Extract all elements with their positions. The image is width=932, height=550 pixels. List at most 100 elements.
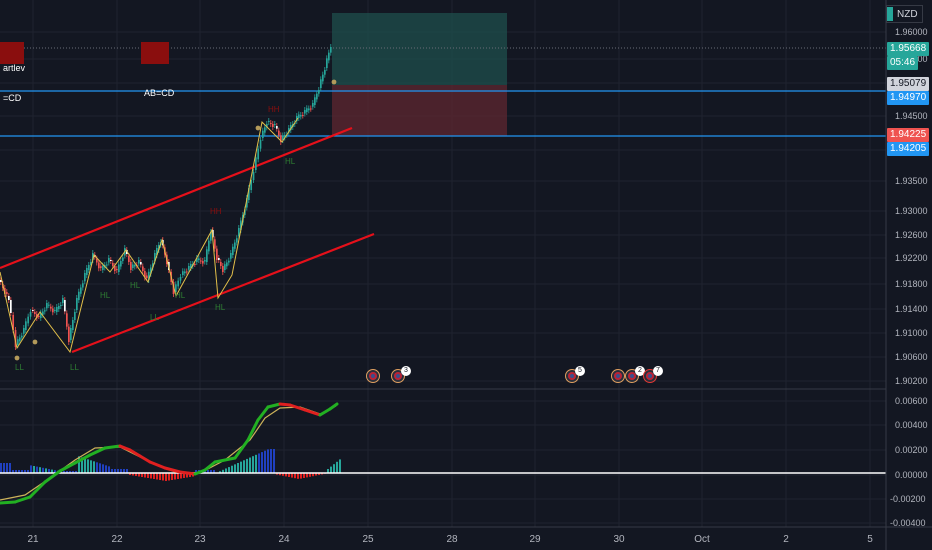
candle-body [296,116,298,121]
price-tick-label: 1.93000 [895,206,928,216]
candle-body [80,287,82,294]
pattern-tag-line2: AB=CD [144,88,175,98]
candle-body [246,198,248,208]
histogram-bar [138,473,140,477]
event-marker[interactable]: 2 [625,366,645,383]
histogram-bar [105,465,107,473]
pattern-tag-gartley[interactable]: artlev =CD [0,42,25,103]
candle-body [250,180,253,190]
histogram-bar [276,473,278,475]
candle-body [29,312,32,317]
candle-body [204,260,206,262]
histogram-bar [0,463,2,473]
event-marker[interactable] [611,369,625,383]
grid [0,0,886,527]
candle-body [324,70,326,75]
long-position-target-zone[interactable] [332,13,507,85]
histogram-bar [333,464,335,473]
macd-segment [138,454,152,464]
candle-body [150,267,152,274]
swing-label: LL [150,313,159,322]
histogram-bar [78,456,80,473]
event-marker[interactable]: 5 [565,366,585,383]
pivot-dot [32,339,38,345]
histogram-bar [291,473,293,478]
macd-segment [128,448,142,458]
event-marker[interactable]: 7 [643,366,663,383]
histogram-bar [108,466,110,473]
candle-body [314,97,316,105]
oscillator-tick-label: -0.00400 [890,518,926,528]
macd-segment [246,418,260,442]
histogram-bar [309,473,311,477]
macd-segment [303,408,322,417]
candle-body [122,257,124,261]
trend-channel[interactable] [0,126,375,354]
candle-body [270,123,272,124]
macd-segment [278,402,292,407]
event-marker[interactable]: 3 [391,366,411,383]
candle-body [276,126,278,129]
macd-signal-line [0,405,337,501]
time-axis[interactable]: 21 22 23 24 25 28 29 30 Oct 2 5 [27,534,873,545]
candle-body [282,135,284,140]
candle-body [288,128,290,133]
histogram-bar [183,473,185,478]
oscillator-axis[interactable]: 0.00600 0.00400 0.00200 0.00000 -0.00200 -0.0… [890,396,928,528]
histogram-bar [63,471,65,473]
histogram-bar [18,470,20,473]
time-tick-label: 5 [867,534,873,545]
histogram-bar [51,469,53,473]
currency-label: NZD [897,8,918,20]
histogram-bar [159,473,161,480]
price-tick-label: 1.93500 [895,176,928,186]
macd-segment [233,438,250,460]
histogram-bar [261,452,263,473]
candle-body [106,264,108,266]
histogram-bar [87,459,89,473]
histogram-bar [69,471,71,473]
macd-segment [266,402,282,409]
histogram-bar [327,469,329,473]
price-tick-label: 1.91000 [895,328,928,338]
histogram-bar [264,450,266,473]
time-tick-label: 22 [111,534,123,545]
candle-body [102,265,104,270]
swing-label: LL [15,363,24,372]
currency-badge[interactable]: NZD [886,5,923,23]
swing-label: HL [100,291,111,300]
pattern-tag-abcd[interactable]: AB=CD [141,42,174,98]
swing-label: HL [285,157,296,166]
channel-lower-line[interactable] [71,232,375,354]
channel-upper-line[interactable] [0,126,353,270]
candle-body [116,269,118,270]
candle-body [58,306,60,309]
histogram-bar [210,470,212,473]
histogram-bar [144,473,146,478]
candle-body [272,124,274,127]
time-tick-label: 2 [783,534,789,545]
candle-body [158,245,160,250]
candle-body [46,303,48,309]
histogram-bar [297,473,299,479]
pattern-tag-line1: artlev [3,63,26,73]
price-label-last: 1.95668 [887,42,930,56]
histogram-bar [99,463,101,473]
flag-icon [614,372,622,380]
long-position-stop-zone[interactable] [332,85,507,136]
histogram-bar [225,468,227,473]
candle-body [255,157,257,170]
event-marker[interactable] [366,369,380,383]
candle-body [177,280,180,287]
histogram-bar [273,449,275,473]
candle-body [36,314,38,318]
histogram-bar [75,471,77,473]
candle-body [128,256,130,262]
histogram-bar [231,465,233,473]
candle-body [56,307,58,312]
price-tick-label: 1.91800 [895,279,928,289]
histogram-bar [213,470,215,473]
histogram-bar [228,467,230,473]
swing-label: HL [175,291,186,300]
